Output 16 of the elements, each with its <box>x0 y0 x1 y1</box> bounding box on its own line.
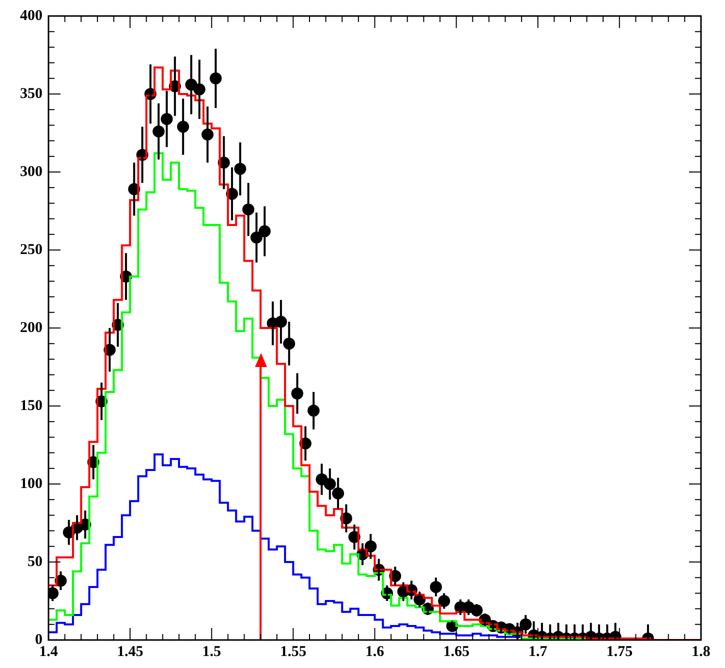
x-tick-label: 1.5 <box>202 644 221 660</box>
x-tick-label: 1.55 <box>280 644 306 660</box>
x-tick-label: 1.65 <box>443 644 470 660</box>
y-tick-label: 100 <box>20 476 42 492</box>
x-tick-label: 1.7 <box>528 644 548 660</box>
y-tick-label: 150 <box>20 398 42 414</box>
y-tick-label: 200 <box>20 320 42 336</box>
y-tick-label: 300 <box>20 164 42 180</box>
x-tick-label: 1.8 <box>692 644 710 660</box>
x-tick-label: 1.45 <box>116 644 144 660</box>
y-tick-label: 50 <box>28 554 42 570</box>
y-tick-label: 400 <box>20 8 42 24</box>
x-tick-label: 1.75 <box>606 644 633 660</box>
y-tick-label: 250 <box>20 242 42 258</box>
y-tick-label: 350 <box>20 86 42 102</box>
x-tick-label: 1.6 <box>365 644 385 660</box>
